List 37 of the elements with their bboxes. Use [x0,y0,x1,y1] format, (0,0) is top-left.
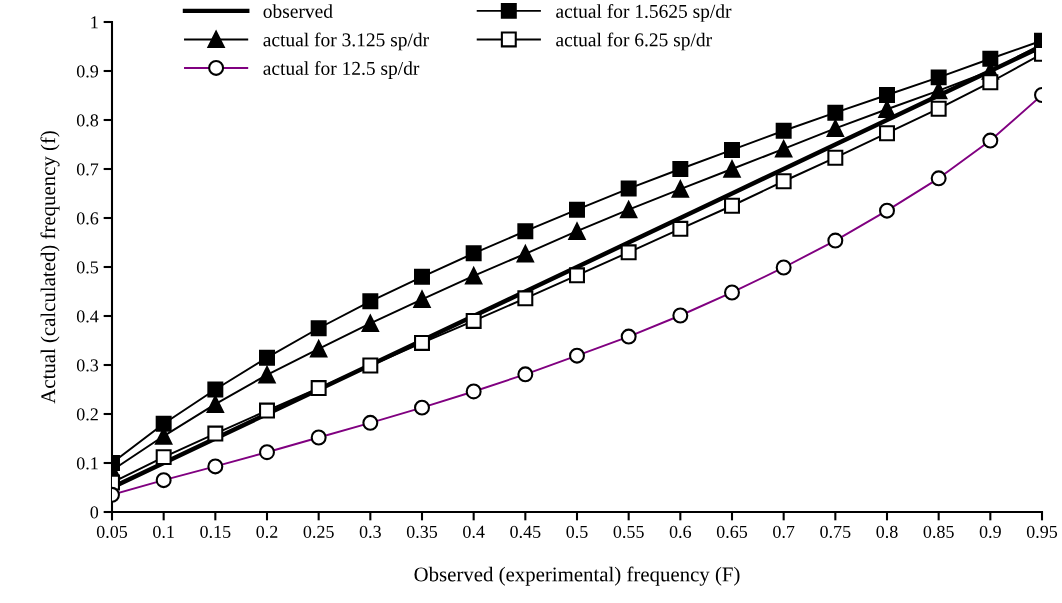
x-tick-label: 0.35 [406,525,438,538]
legend-label: actual for 3.125 sp/dr [263,32,429,51]
y-tick-label: 0.4 [76,310,99,323]
legend-label: actual for 12.5 sp/dr [263,61,420,79]
x-tick-label: 0.85 [923,525,954,538]
x-tick-label: 0.65 [716,525,748,538]
y-tick-label: 0.2 [76,408,98,421]
x-tick-label: 0.1 [153,525,174,538]
y-tick-label: 1 [91,16,98,29]
x-tick-label: 0.6 [669,525,692,538]
x-tick-label: 0.15 [200,525,231,538]
y-tick-label: 0.6 [76,212,99,225]
x-tick-label: 0.4 [463,525,485,538]
y-tick-label: 0.3 [76,359,99,372]
x-tick-label: 0.55 [613,525,644,538]
x-tick-label: 0.05 [96,525,128,538]
legend-label: actual for 6.25 sp/dr [556,32,712,51]
x-tick-label: 0.75 [820,525,851,538]
legend-label: actual for 1.5625 sp/dr [556,4,732,22]
y-axis-title: Actual (calculated) frequency (f) [40,131,60,404]
x-tick-label: 0.2 [256,525,278,538]
x-tick-label: 0.45 [510,525,541,538]
x-tick-label: 0.95 [1026,525,1058,538]
x-tick-label: 0.5 [566,525,588,538]
y-tick-label: 0.1 [76,457,98,470]
x-tick-label: 0.7 [773,525,795,538]
y-tick-label: 0 [90,506,99,519]
x-tick-label: 0.9 [979,525,1001,538]
x-tick-label: 0.25 [303,525,334,538]
y-tick-label: 0.7 [76,163,99,176]
y-tick-label: 0.9 [76,65,99,78]
legend-label: observed [263,4,333,18]
x-axis-title: Observed (experimental) frequency (F) [414,566,740,586]
y-tick-label: 0.5 [76,261,99,274]
x-tick-label: 0.8 [876,525,898,538]
x-tick-label: 0.3 [359,525,381,538]
y-tick-label: 0.8 [76,114,99,127]
